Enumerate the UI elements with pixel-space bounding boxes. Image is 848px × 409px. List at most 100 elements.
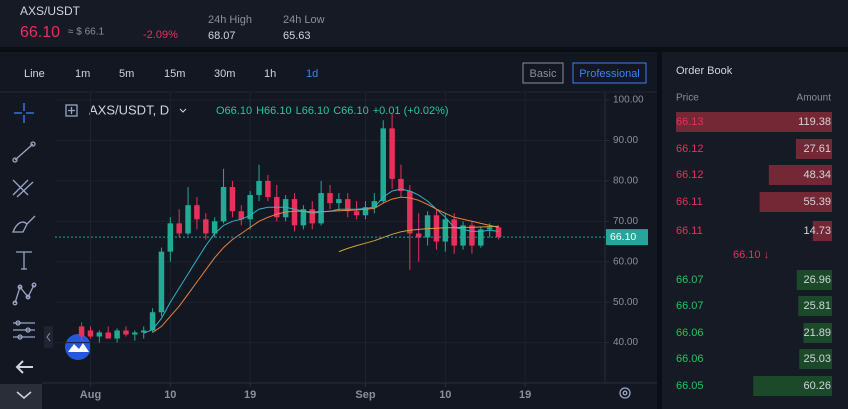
candle-body — [495, 227, 502, 238]
bid-price: 66.07 — [676, 300, 704, 312]
fib-tool[interactable] — [12, 179, 34, 198]
bid-depth-bar — [803, 323, 832, 343]
candle-body — [265, 180, 271, 198]
candle-body — [380, 128, 386, 202]
chart-title: AXS/USDT, D — [89, 102, 169, 117]
candle-body — [327, 193, 333, 204]
candle-body — [123, 330, 129, 335]
brush-tool[interactable] — [12, 215, 36, 233]
candle-body — [114, 330, 120, 339]
bid-amount: 26.96 — [803, 274, 831, 286]
y-tick-label: 40.00 — [613, 337, 638, 348]
bid-price: 66.06 — [676, 327, 704, 339]
candle-body — [132, 332, 138, 335]
bid-depth-bar — [796, 270, 832, 290]
ticker-header — [0, 0, 848, 47]
interval-button[interactable]: 15m — [164, 68, 185, 80]
last-price-tag — [606, 229, 648, 246]
ask-price: 66.11 — [676, 225, 703, 237]
candle-body — [353, 211, 360, 216]
legend-add[interactable] — [65, 104, 78, 117]
candle-body — [451, 219, 457, 246]
ask-depth-bar — [812, 221, 832, 241]
candle-body — [309, 209, 316, 224]
usd-price: ≈ $ 66.1 — [68, 27, 105, 38]
pattern-tool[interactable] — [12, 282, 37, 306]
professional-button-frame[interactable] — [572, 62, 647, 84]
interval-button[interactable]: Line — [24, 68, 45, 80]
y-tick-label: 90.00 — [613, 135, 638, 146]
candle-body — [407, 191, 413, 234]
professional-view-button[interactable]: Professional — [579, 68, 640, 80]
ask-depth-bar — [676, 112, 832, 132]
ohlc-info: L66.10 — [296, 105, 330, 117]
candle-body — [486, 227, 493, 230]
candle-body — [211, 221, 218, 234]
candle-body — [78, 326, 85, 337]
bid-price: 66.07 — [676, 274, 704, 286]
price-change: -2.09% — [143, 29, 178, 41]
interval-button[interactable]: 1d — [306, 68, 318, 80]
order-book-last: 66.10 ↓ — [733, 249, 769, 261]
interval-button[interactable]: 30m — [214, 68, 235, 80]
ask-amount: 48.34 — [803, 169, 831, 181]
ask-price: 66.11 — [676, 196, 703, 208]
basic-view-button[interactable]: Basic — [530, 68, 557, 80]
candle-body — [96, 332, 103, 337]
moving-average-line — [338, 225, 499, 253]
ohlc-info: C66.10 — [333, 105, 368, 117]
candle-body — [371, 201, 378, 208]
back-tool[interactable] — [15, 360, 33, 374]
candle-body — [140, 330, 147, 333]
high-value: 68.07 — [208, 30, 236, 42]
candle-body — [398, 178, 404, 192]
last-price: 66.10 — [20, 24, 60, 41]
ohlc-info: O66.10 — [216, 105, 252, 117]
candle-body — [389, 128, 395, 179]
candle-body — [362, 207, 369, 216]
bid-price: 66.06 — [676, 353, 704, 365]
line-tool[interactable] — [12, 141, 36, 163]
ask-amount: 119.38 — [798, 116, 831, 128]
basic-button-frame[interactable] — [522, 62, 564, 84]
title-chevron[interactable] — [179, 108, 187, 113]
ask-amount: 27.61 — [803, 143, 831, 155]
candle-body — [203, 219, 209, 234]
high-label: 24h High — [208, 14, 252, 26]
ask-depth-bar — [768, 165, 832, 185]
candle-body — [229, 186, 236, 212]
candle-body — [247, 195, 253, 220]
pair-name: AXS/USDT — [20, 4, 81, 18]
y-tick-label: 50.00 — [613, 297, 638, 308]
y-tick-label: 80.00 — [613, 176, 638, 187]
bid-depth-bar — [799, 349, 832, 369]
candle-body — [469, 225, 475, 246]
bid-amount: 21.89 — [803, 327, 831, 339]
bid-depth-bar — [798, 296, 832, 316]
candle-body — [344, 199, 351, 212]
candle-body — [415, 233, 422, 238]
candle-body — [300, 209, 307, 226]
ask-depth-bar — [759, 192, 832, 212]
bid-depth-bar — [753, 376, 832, 396]
candle-body — [318, 193, 324, 224]
x-tick-label: Sep — [355, 389, 375, 401]
text-tool[interactable] — [16, 251, 32, 270]
x-tick-label: 10 — [439, 389, 451, 401]
ask-price: 66.13 — [676, 116, 704, 128]
interval-button[interactable]: 5m — [119, 68, 134, 80]
candle-body — [424, 215, 431, 238]
x-tick-label: Aug — [80, 389, 101, 401]
measure-tool[interactable] — [13, 320, 35, 340]
interval-button[interactable]: 1m — [75, 68, 90, 80]
chart-settings[interactable] — [619, 387, 631, 399]
chart-panel — [0, 52, 657, 409]
moving-average-line — [152, 196, 499, 333]
more-tools[interactable] — [0, 384, 42, 409]
ohlc-info: +0.01 (+0.02%) — [373, 105, 449, 117]
candle-body — [238, 211, 245, 220]
interval-button[interactable]: 1h — [264, 68, 276, 80]
crosshair-tool[interactable] — [14, 103, 34, 123]
collapse-toolbar[interactable] — [44, 326, 53, 348]
